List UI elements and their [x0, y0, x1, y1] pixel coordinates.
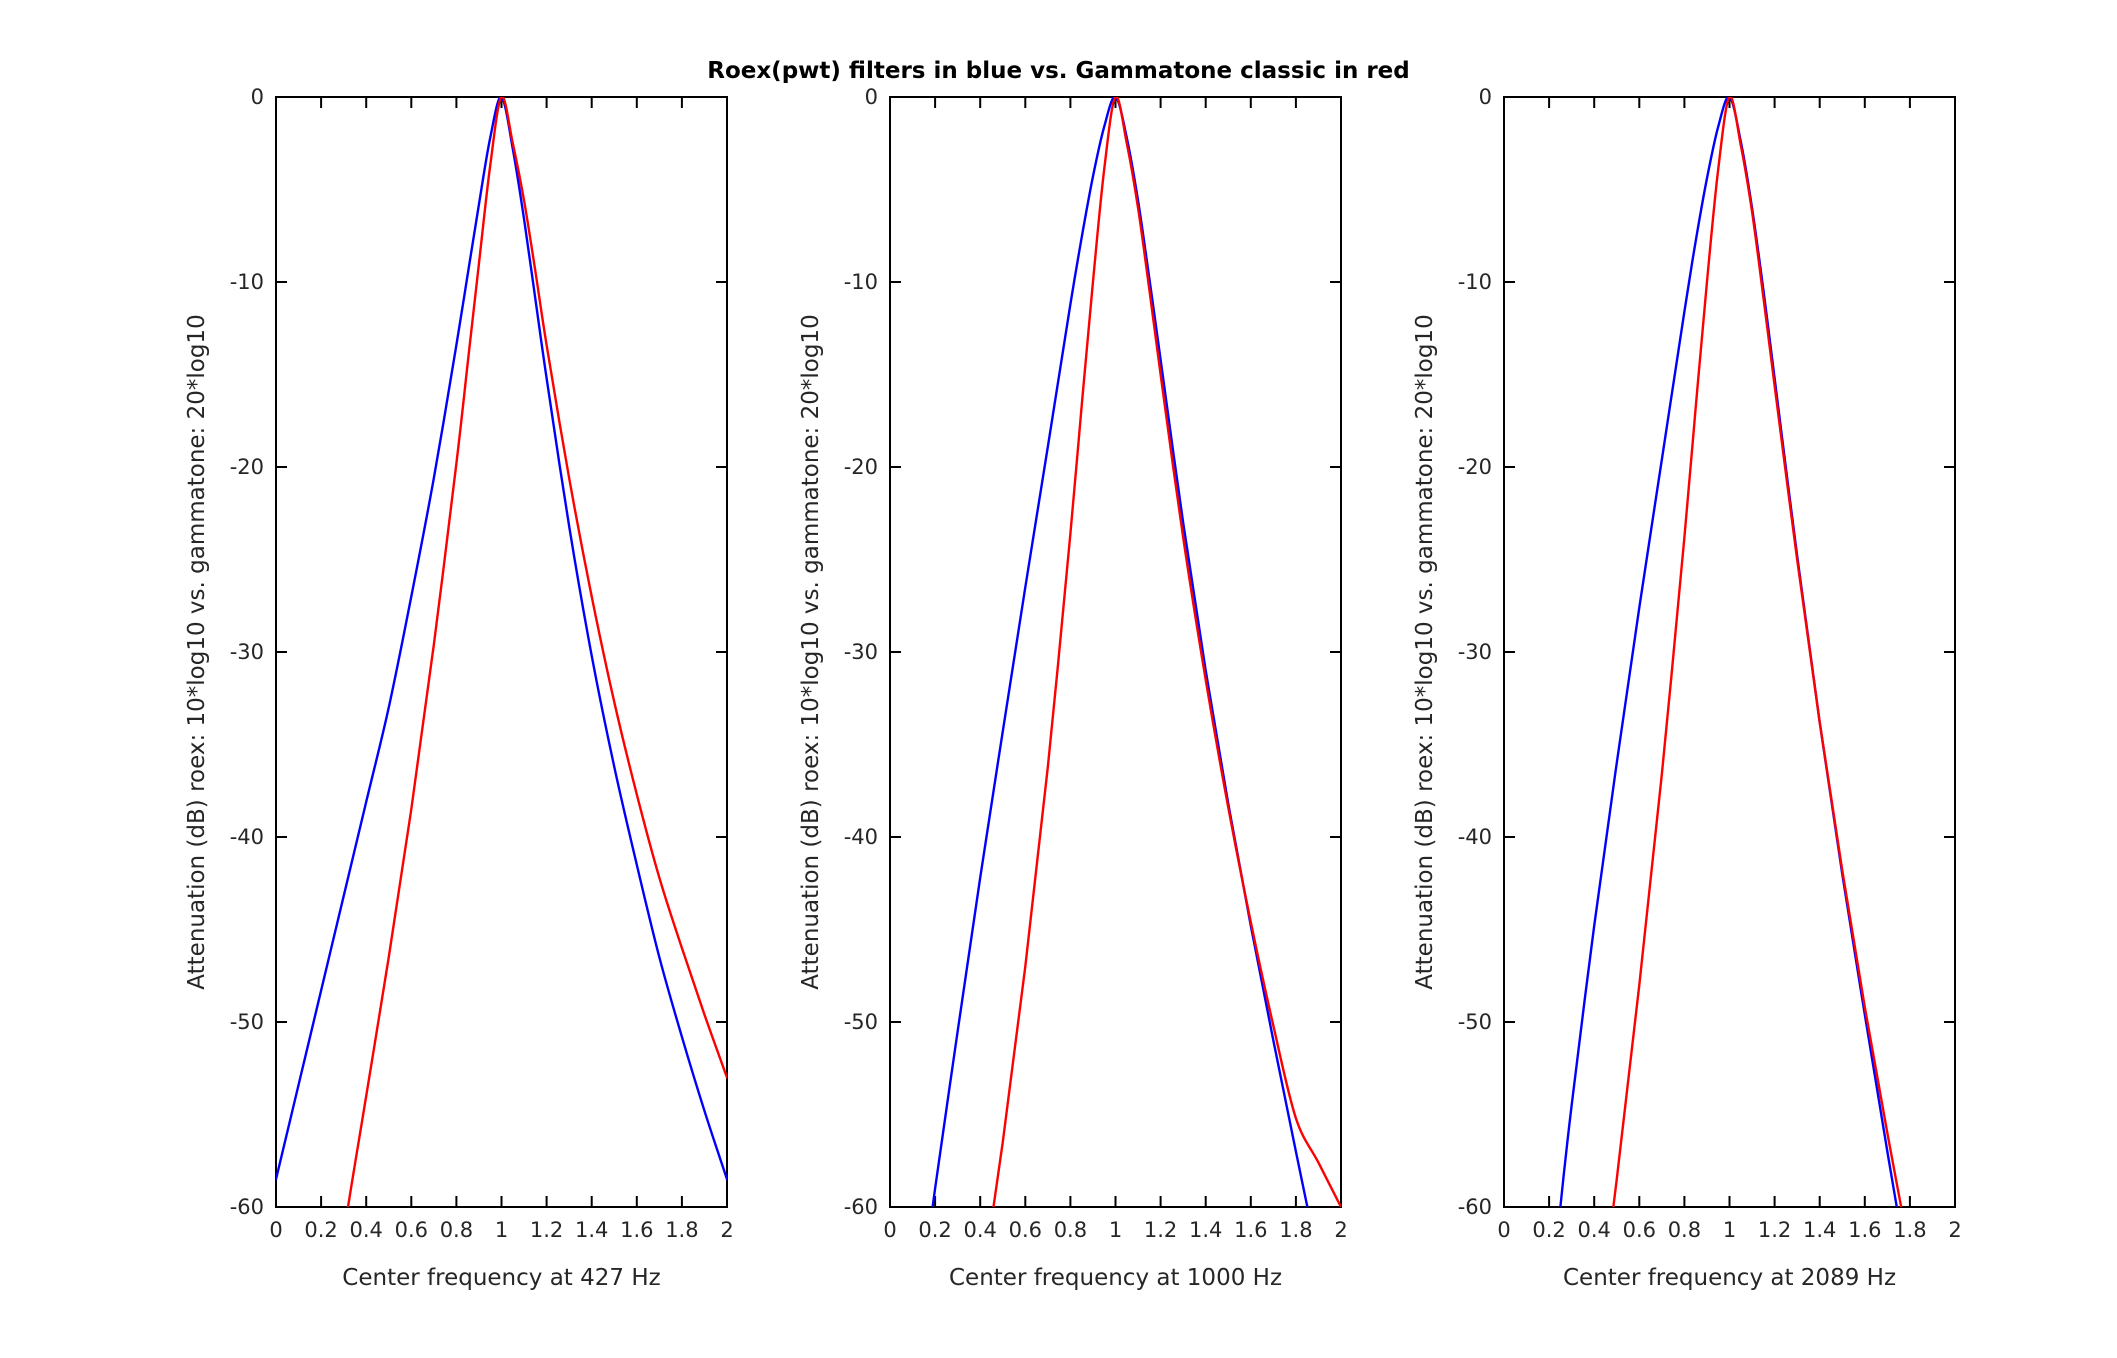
series-line-roex [931, 97, 1309, 1207]
x-tick-label: 1.8 [1279, 1218, 1312, 1242]
x-tick-label: 2 [720, 1218, 733, 1242]
x-tick-label: 0.8 [440, 1218, 473, 1242]
y-tick-label: -10 [1458, 270, 1492, 294]
y-tick-label: -60 [230, 1195, 264, 1219]
series-line-roex [1559, 97, 1898, 1207]
plot-area-1000: 0 0.2 0.4 0.6 0.8 1 1.2 1.4 1.6 1.8 2 0 -10 -20 -30 -40… [798, 85, 1348, 1291]
x-tick-label: 1 [1723, 1218, 1736, 1242]
subplot-1000hz: 0 0.2 0.4 0.6 0.8 1 1.2 1.4 1.6 1.8 2 0 -10 -20 -30 -40… [760, 0, 1411, 1358]
x-tick-label: 0.4 [349, 1218, 382, 1242]
x-tick-label: 0.6 [1623, 1218, 1656, 1242]
x-tick-label: 1.6 [620, 1218, 653, 1242]
x-tick-label: 1.2 [1758, 1218, 1791, 1242]
subplot-427hz: 0 0.2 0.4 0.6 0.8 1 1.2 1.4 1.6 1.8 2 0 -10 -20 -30 -40… [146, 0, 797, 1358]
y-axis-label: Attenuation (dB) roex: 10*log10 vs. gamm… [798, 314, 824, 989]
y-tick-label: -10 [844, 270, 878, 294]
x-tick-label: 0.2 [304, 1218, 337, 1242]
series-line-gammatone [346, 97, 727, 1207]
x-axis-label: Center frequency at 2089 Hz [1563, 1265, 1896, 1291]
x-tick-label: 0.6 [1009, 1218, 1042, 1242]
x-tick-label: 0.4 [963, 1218, 996, 1242]
x-tick-label: 1.8 [665, 1218, 698, 1242]
x-tick-label: 0.8 [1054, 1218, 1087, 1242]
x-tick-label: 1.6 [1848, 1218, 1881, 1242]
x-tick-label: 1 [1109, 1218, 1122, 1242]
y-tick-label: -50 [230, 1010, 264, 1034]
y-tick-label: -30 [844, 640, 878, 664]
y-tick-label: -30 [1458, 640, 1492, 664]
y-tick-label: -60 [844, 1195, 878, 1219]
x-tick-label: 0 [1497, 1218, 1510, 1242]
y-tick-label: -60 [1458, 1195, 1492, 1219]
axes-frame [275, 96, 728, 1208]
y-tick-label: -20 [1458, 455, 1492, 479]
series-line-gammatone [992, 97, 1341, 1207]
series-line-roex [276, 97, 727, 1181]
series-line-gammatone [1612, 97, 1903, 1207]
x-tick-label: 2 [1948, 1218, 1961, 1242]
x-tick-label: 1.2 [530, 1218, 563, 1242]
x-tick-label: 1.6 [1234, 1218, 1267, 1242]
x-tick-label: 0 [883, 1218, 896, 1242]
plot-area-427: 0 0.2 0.4 0.6 0.8 1 1.2 1.4 1.6 1.8 2 0 -10 -20 -30 -40… [184, 85, 734, 1291]
y-tick-label: 0 [1479, 85, 1492, 109]
y-tick-label: -40 [230, 825, 264, 849]
y-tick-label: -40 [844, 825, 878, 849]
subplot-2089hz: 0 0.2 0.4 0.6 0.8 1 1.2 1.4 1.6 1.8 2 0 -10 -20 -30 -40… [1374, 0, 2025, 1358]
x-tick-label: 2 [1334, 1218, 1347, 1242]
y-tick-label: 0 [251, 85, 264, 109]
x-axis-label: Center frequency at 1000 Hz [949, 1265, 1282, 1291]
x-tick-label: 1.4 [1803, 1218, 1836, 1242]
y-tick-label: -10 [230, 270, 264, 294]
plot-area-2089: 0 0.2 0.4 0.6 0.8 1 1.2 1.4 1.6 1.8 2 0 -10 -20 -30 -40… [1412, 85, 1962, 1291]
x-tick-label: 0.2 [1532, 1218, 1565, 1242]
x-tick-label: 1 [495, 1218, 508, 1242]
x-tick-label: 0.2 [918, 1218, 951, 1242]
x-tick-label: 1.4 [575, 1218, 608, 1242]
figure-title: Roex(pwt) filters in blue vs. Gammatone … [707, 58, 1410, 84]
y-tick-label: 0 [865, 85, 878, 109]
y-tick-label: -50 [844, 1010, 878, 1034]
x-tick-label: 1.2 [1144, 1218, 1177, 1242]
axes-frame [1503, 96, 1956, 1208]
x-tick-label: 0.6 [395, 1218, 428, 1242]
x-tick-label: 1.4 [1189, 1218, 1222, 1242]
y-tick-label: -50 [1458, 1010, 1492, 1034]
x-tick-label: 0.4 [1577, 1218, 1610, 1242]
y-axis-label: Attenuation (dB) roex: 10*log10 vs. gamm… [1412, 314, 1438, 989]
y-tick-label: -20 [230, 455, 264, 479]
y-axis-label: Attenuation (dB) roex: 10*log10 vs. gamm… [184, 314, 210, 989]
x-tick-label: 0 [269, 1218, 282, 1242]
y-tick-label: -20 [844, 455, 878, 479]
x-tick-label: 0.8 [1668, 1218, 1701, 1242]
x-axis-label: Center frequency at 427 Hz [342, 1265, 660, 1291]
y-tick-label: -30 [230, 640, 264, 664]
x-tick-label: 1.8 [1893, 1218, 1926, 1242]
y-tick-label: -40 [1458, 825, 1492, 849]
